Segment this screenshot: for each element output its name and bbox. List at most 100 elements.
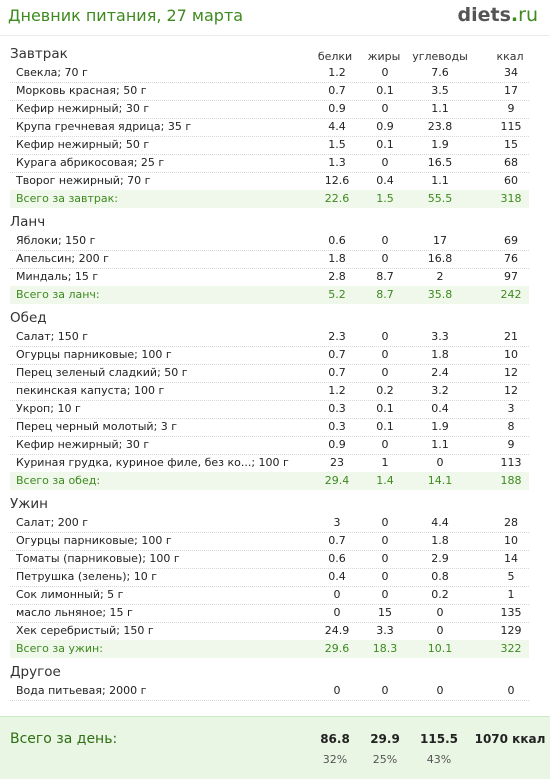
food-name: Укроп; 10 г [16,402,81,415]
food-carbs: 1.9 [431,138,449,151]
meal-total-protein: 29.6 [324,642,350,655]
food-protein: 24.9 [324,624,350,637]
food-row: Свекла; 70 г 1.2 0 7.6 34 [10,64,529,83]
meal-total-carbs: 55.5 [427,192,453,205]
food-name: масло льняное; 15 г [16,606,133,619]
food-row: масло льняное; 15 г 0 15 0 135 [10,604,529,623]
meal-total-kcal: 318 [500,192,522,205]
meal-title-breakfast: Завтрак [10,46,68,62]
food-row: Укроп; 10 г 0.3 0.1 0.4 3 [10,400,529,419]
meal-total-carbs: 10.1 [427,642,453,655]
food-kcal: 113 [500,456,522,469]
food-row: Огурцы парниковые; 100 г 0.7 0 1.8 10 [10,532,529,551]
food-carbs: 16.5 [427,156,453,169]
food-kcal: 5 [507,570,515,583]
food-row: Вода питьевая; 2000 г 0 0 0 0 [10,682,529,701]
food-kcal: 1 [507,588,515,601]
food-row: Яблоки; 150 г 0.6 0 17 69 [10,232,529,251]
meal-total-label: Всего за ужин: [16,642,103,655]
day-total-fat-percent: 25% [372,753,398,766]
meal-total-fat: 18.3 [372,642,398,655]
food-fat: 0.4 [376,174,394,187]
food-name: пекинская капуста; 100 г [16,384,165,397]
food-carbs: 1.1 [431,174,449,187]
food-protein: 1.2 [328,66,346,79]
food-fat: 0 [381,348,389,361]
food-protein: 0.9 [328,438,346,451]
day-total-protein-percent: 32% [322,753,348,766]
food-name: Кефир нежирный; 30 г [16,102,150,115]
food-kcal: 69 [504,234,518,247]
food-name: Творог нежирный; 70 г [16,174,151,187]
food-carbs: 2.4 [431,366,449,379]
food-name: Перец зеленый сладкий; 50 г [16,366,188,379]
food-kcal: 76 [504,252,518,265]
food-name: Куриная грудка, куриное филе, без ко...;… [16,456,289,469]
food-fat: 8.7 [376,270,394,283]
food-fat: 0 [381,588,389,601]
food-kcal: 12 [504,384,518,397]
meal-title-lunch: Ланч [10,214,46,230]
food-carbs: 23.8 [427,120,453,133]
food-fat: 0 [381,438,389,451]
food-name: Свекла; 70 г [16,66,88,79]
food-protein: 4.4 [328,120,346,133]
food-carbs: 16.8 [427,252,453,265]
food-row: Творог нежирный; 70 г 12.6 0.4 1.1 60 [10,172,529,191]
food-kcal: 0 [507,684,515,697]
meal-total-kcal: 188 [500,474,522,487]
food-carbs: 2.9 [431,552,449,565]
food-fat: 0.1 [376,138,394,151]
food-protein: 1.3 [328,156,346,169]
food-kcal: 9 [507,438,515,451]
meal-total-row: Всего за ланч: 5.2 8.7 35.8 242 [10,286,529,304]
food-kcal: 8 [507,420,515,433]
food-name: Крупа гречневая ядрица; 35 г [16,120,192,133]
food-carbs: 3.3 [431,330,449,343]
food-row: Кефир нежирный; 30 г 0.9 0 1.1 9 [10,436,529,455]
food-row: Петрушка (зелень); 10 г 0.4 0 0.8 5 [10,568,529,587]
food-name: Салат; 200 г [16,516,89,529]
food-protein: 2.8 [328,270,346,283]
food-kcal: 21 [504,330,518,343]
food-name: Вода питьевая; 2000 г [16,684,147,697]
meal-total-carbs: 14.1 [427,474,453,487]
meal-total-label: Всего за ланч: [16,288,100,301]
food-fat: 1 [381,456,389,469]
food-carbs: 0 [436,684,444,697]
food-name: Яблоки; 150 г [16,234,96,247]
food-name: Кефир нежирный; 50 г [16,138,150,151]
column-header-fat: жиры [367,50,401,63]
food-protein: 1.8 [328,252,346,265]
meal-total-label: Всего за обед: [16,474,101,487]
food-fat: 0 [381,156,389,169]
food-row: Огурцы парниковые; 100 г 0.7 0 1.8 10 [10,346,529,365]
food-kcal: 97 [504,270,518,283]
food-protein: 0.4 [328,570,346,583]
food-carbs: 1.8 [431,534,449,547]
food-row: Сок лимонный; 5 г 0 0 0.2 1 [10,586,529,605]
food-protein: 0.7 [328,348,346,361]
food-protein: 12.6 [324,174,350,187]
day-total-fat: 29.9 [370,732,400,746]
site-logo[interactable]: diets.ru [458,4,538,26]
food-kcal: 28 [504,516,518,529]
day-total-protein: 86.8 [320,732,350,746]
header-divider [0,35,550,36]
food-row: Крупа гречневая ядрица; 35 г 4.4 0.9 23.8 11… [10,118,529,137]
food-name: Миндаль; 15 г [16,270,99,283]
food-protein: 0 [333,684,341,697]
food-name: Хек серебристый; 150 г [16,624,154,637]
food-protein: 23 [330,456,344,469]
food-fat: 0 [381,534,389,547]
food-kcal: 115 [500,120,522,133]
food-fat: 0.2 [376,384,394,397]
meal-total-kcal: 322 [500,642,522,655]
logo-tld: ru [518,4,538,26]
food-kcal: 135 [500,606,522,619]
food-fat: 0.1 [376,84,394,97]
food-carbs: 1.8 [431,348,449,361]
food-name: Кефир нежирный; 30 г [16,438,150,451]
meal-total-row: Всего за ужин: 29.6 18.3 10.1 322 [10,640,529,658]
food-kcal: 60 [504,174,518,187]
